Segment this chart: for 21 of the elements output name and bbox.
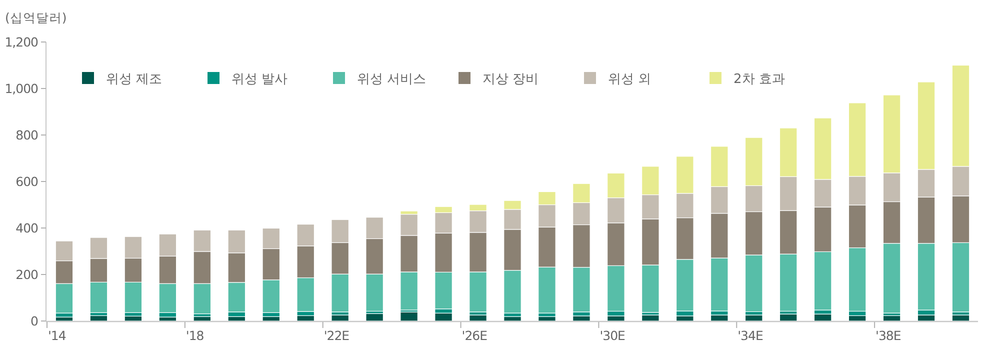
x-tick-label: '34E — [738, 328, 764, 343]
y-tick-label: 200 — [16, 267, 39, 282]
legend-label: 위성 외 — [608, 72, 652, 87]
y-tick-label: 800 — [16, 128, 39, 142]
legend-label: 위성 서비스 — [357, 72, 426, 87]
y-axis-title: (십억달러) — [5, 10, 67, 25]
x-tick-label: '22E — [324, 328, 350, 343]
legend-label: 위성 제조 — [106, 72, 162, 87]
y-tick-label: 400 — [16, 220, 39, 236]
y-tick-label: 600 — [16, 174, 39, 189]
x-tick-label: '14 — [48, 328, 66, 343]
legend-label: 2차 효과 — [734, 72, 785, 87]
x-tick-label: '38E — [876, 328, 902, 343]
x-tick-label: '30E — [600, 328, 626, 343]
legend-label: 위성 발사 — [232, 72, 288, 87]
legend-label: 지상 장비 — [482, 72, 539, 87]
y-tick-label: 1,000 — [4, 81, 39, 96]
y-tick-label: 1,200 — [4, 34, 39, 50]
x-tick-label: '26E — [462, 328, 488, 343]
x-tick-label: '18 — [186, 328, 204, 343]
y-tick-label: 0 — [30, 314, 39, 328]
